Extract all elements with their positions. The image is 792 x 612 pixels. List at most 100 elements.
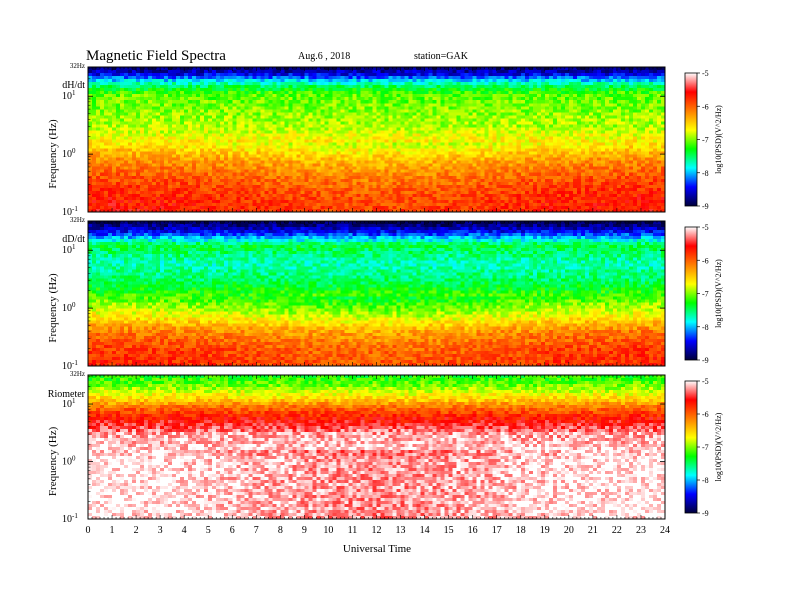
heatmap-cell	[148, 67, 152, 70]
heatmap-cell	[621, 158, 625, 161]
heatmap-cell	[336, 94, 340, 97]
heatmap-cell	[449, 100, 453, 103]
heatmap-cell	[573, 118, 577, 121]
heatmap-cell	[188, 100, 192, 103]
heatmap-cell	[633, 164, 637, 167]
heatmap-cell	[264, 91, 268, 94]
heatmap-cell	[569, 94, 573, 97]
heatmap-cell	[164, 73, 168, 76]
heatmap-cell	[545, 124, 549, 127]
heatmap-cell	[625, 82, 629, 85]
heatmap-cell	[220, 146, 224, 149]
heatmap-cell	[208, 73, 212, 76]
heatmap-cell	[621, 121, 625, 124]
heatmap-cell	[621, 133, 625, 136]
heatmap-cell	[288, 97, 292, 100]
heatmap-cell	[481, 112, 485, 115]
heatmap-cell	[240, 152, 244, 155]
heatmap-cell	[553, 82, 557, 85]
heatmap-cell	[645, 155, 649, 158]
heatmap-cell	[549, 94, 553, 97]
heatmap-cell	[280, 112, 284, 115]
heatmap-cell	[445, 158, 449, 161]
heatmap-cell	[461, 158, 465, 161]
heatmap-cell	[108, 106, 112, 109]
heatmap-cell	[248, 133, 252, 136]
heatmap-cell	[597, 73, 601, 76]
heatmap-cell	[421, 140, 425, 143]
heatmap-cell	[649, 112, 653, 115]
heatmap-cell	[176, 97, 180, 100]
heatmap-cell	[461, 124, 465, 127]
heatmap-cell	[328, 88, 332, 91]
heatmap-cell	[232, 85, 236, 88]
heatmap-cell	[465, 146, 469, 149]
heatmap-cell	[445, 167, 449, 170]
heatmap-cell	[292, 109, 296, 112]
heatmap-cell	[308, 152, 312, 155]
heatmap-cell	[360, 103, 364, 106]
heatmap-cell	[477, 136, 481, 139]
heatmap-cell	[316, 103, 320, 106]
heatmap-cell	[569, 88, 573, 91]
heatmap-cell	[256, 100, 260, 103]
heatmap-cell	[308, 103, 312, 106]
heatmap-cell	[509, 91, 513, 94]
heatmap-cell	[621, 152, 625, 155]
heatmap-cell	[585, 143, 589, 146]
heatmap-cell	[545, 164, 549, 167]
heatmap-cell	[152, 67, 156, 70]
heatmap-cell	[437, 82, 441, 85]
heatmap-cell	[585, 70, 589, 73]
heatmap-cell	[545, 161, 549, 164]
heatmap-cell	[513, 91, 517, 94]
heatmap-cell	[609, 115, 613, 118]
heatmap-cell	[497, 109, 501, 112]
heatmap-cell	[328, 76, 332, 79]
heatmap-cell	[653, 152, 657, 155]
heatmap-cell	[120, 70, 124, 73]
heatmap-cell	[308, 73, 312, 76]
heatmap-cell	[292, 82, 296, 85]
heatmap-cell	[581, 70, 585, 73]
heatmap-cell	[381, 88, 385, 91]
heatmap-cell	[469, 115, 473, 118]
heatmap-cell	[320, 140, 324, 143]
heatmap-cell	[453, 146, 457, 149]
heatmap-cell	[156, 115, 160, 118]
heatmap-cell	[605, 164, 609, 167]
heatmap-cell	[501, 79, 505, 82]
heatmap-cell	[152, 130, 156, 133]
heatmap-cell	[525, 82, 529, 85]
heatmap-cell	[521, 155, 525, 158]
heatmap-cell	[208, 140, 212, 143]
heatmap-cell	[284, 155, 288, 158]
heatmap-cell	[324, 167, 328, 170]
heatmap-cell	[385, 152, 389, 155]
heatmap-cell	[332, 91, 336, 94]
heatmap-cell	[224, 164, 228, 167]
heatmap-cell	[160, 94, 164, 97]
heatmap-cell	[292, 85, 296, 88]
heatmap-cell	[184, 152, 188, 155]
heatmap-cell	[601, 112, 605, 115]
heatmap-cell	[260, 136, 264, 139]
heatmap-cell	[108, 67, 112, 70]
heatmap-cell	[88, 136, 92, 139]
heatmap-cell	[256, 67, 260, 70]
heatmap-cell	[360, 158, 364, 161]
heatmap-cell	[200, 103, 204, 106]
heatmap-cell	[425, 140, 429, 143]
heatmap-cell	[304, 79, 308, 82]
heatmap-cell	[385, 118, 389, 121]
heatmap-cell	[621, 91, 625, 94]
heatmap-cell	[529, 118, 533, 121]
heatmap-cell	[252, 97, 256, 100]
heatmap-cell	[401, 167, 405, 170]
heatmap-cell	[272, 100, 276, 103]
heatmap-cell	[549, 130, 553, 133]
heatmap-cell	[132, 155, 136, 158]
heatmap-cell	[501, 109, 505, 112]
heatmap-cell	[561, 167, 565, 170]
heatmap-cell	[385, 109, 389, 112]
